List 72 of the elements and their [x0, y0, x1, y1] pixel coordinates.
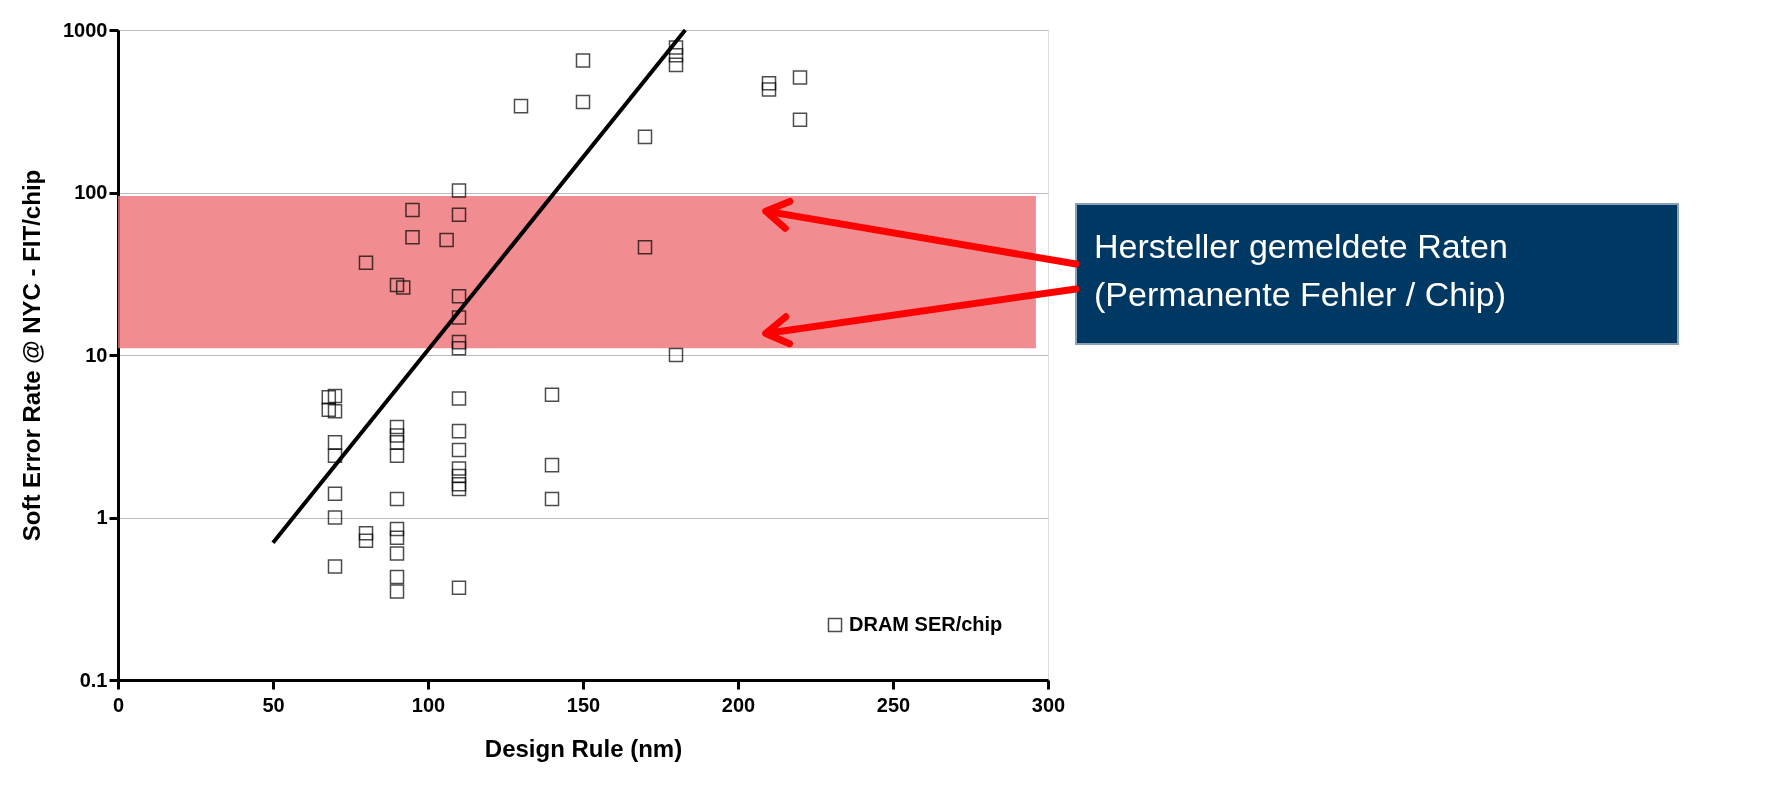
point: [327, 486, 343, 502]
x-tick-label: 100: [411, 693, 446, 716]
point: [451, 341, 467, 356]
point: [321, 402, 337, 418]
point: [451, 477, 467, 492]
legend-label: DRAM SER/chip: [849, 613, 1003, 635]
point: [451, 183, 467, 198]
point: [389, 435, 405, 450]
point: [637, 240, 653, 255]
point: [389, 569, 405, 585]
point: [451, 391, 467, 406]
point: [513, 98, 529, 114]
point: [668, 47, 684, 63]
point: [451, 207, 467, 222]
point: [451, 442, 467, 458]
y-tick-label: 100: [74, 181, 108, 203]
point: [792, 112, 808, 128]
point: [405, 230, 420, 245]
y-tick-label: 10: [85, 343, 108, 366]
point: [395, 280, 411, 295]
x-tick-label: 200: [721, 693, 756, 716]
point: [358, 533, 374, 548]
point: [327, 388, 343, 404]
point: [405, 202, 420, 218]
point: [327, 559, 343, 574]
point: [668, 347, 684, 363]
point: [358, 525, 374, 541]
point: [451, 288, 467, 304]
point: [761, 76, 777, 91]
point: [544, 387, 560, 402]
point: [389, 448, 405, 463]
point: [439, 232, 454, 248]
point: [637, 129, 653, 145]
point: [792, 70, 808, 85]
point: [451, 481, 467, 497]
y-tick-label: 1: [96, 506, 108, 528]
point: [389, 546, 405, 561]
point: [451, 461, 467, 476]
y-tick-label: 1000: [63, 18, 108, 41]
point: [544, 491, 560, 507]
point: [327, 435, 343, 450]
point: [575, 94, 591, 110]
point: [389, 584, 405, 599]
band-label: Hersteller gemeldete Raten (Permanente Fehler / Chip): [1094, 227, 1508, 313]
point: [321, 389, 337, 405]
x-tick-label: 150: [566, 693, 601, 716]
x-tick-label: 250: [876, 693, 911, 716]
point: [327, 404, 343, 419]
x-axis-title: Design Rule (nm): [484, 734, 683, 762]
y-tick-label: 0.1: [79, 668, 108, 691]
point: [668, 57, 684, 73]
point: [389, 428, 405, 443]
point: [327, 510, 343, 525]
point: [451, 310, 467, 325]
point: [358, 255, 374, 270]
point: [389, 521, 405, 537]
x-tick-label: 300: [1031, 693, 1066, 716]
point: [544, 457, 560, 473]
point: [761, 82, 777, 97]
x-tick-label: 0: [112, 693, 125, 716]
point: [575, 53, 591, 68]
point: [451, 423, 467, 439]
point: [389, 419, 405, 435]
point: [389, 530, 405, 546]
y-axis-title: Soft Error Rate @ NYC - FIT/chip: [18, 169, 46, 542]
point: [327, 448, 343, 463]
point: [668, 40, 684, 55]
point: [451, 334, 467, 350]
x-tick-label: 50: [262, 693, 285, 716]
point: [389, 277, 405, 293]
point: [389, 491, 405, 507]
point: [451, 580, 467, 595]
